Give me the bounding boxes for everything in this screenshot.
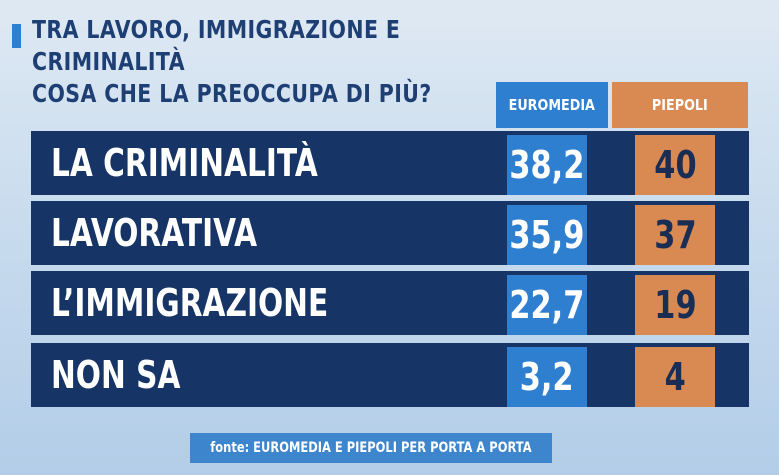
euromedia-value: 22,7 (509, 283, 585, 327)
piepoli-value: 37 (653, 213, 697, 257)
row-label: LA CRIMINALITÀ (51, 141, 318, 185)
column-header-euromedia: EUROMEDIA (496, 82, 608, 128)
table-row: LA CRIMINALITÀ 38,2 40 (31, 131, 749, 195)
source-caption: fonte: EUROMEDIA E PIEPOLI PER PORTA A P… (190, 433, 552, 463)
euromedia-value: 35,9 (509, 213, 585, 257)
euromedia-value-cell: 22,7 (507, 275, 587, 335)
title-accent-bar (12, 24, 21, 48)
piepoli-value-cell: 19 (635, 275, 715, 335)
column-header-piepoli-label: PIEPOLI (652, 96, 708, 114)
column-header-piepoli: PIEPOLI (612, 82, 748, 128)
title-line-2: COSA CHE LA PREOCCUPA DI PIÙ? (32, 79, 432, 108)
row-label: L’IMMIGRAZIONE (51, 281, 329, 325)
euromedia-value-cell: 3,2 (507, 347, 587, 407)
row-label: LAVORATIVA (51, 211, 258, 255)
title-line-1: TRA LAVORO, IMMIGRAZIONE E CRIMINALITÀ (32, 15, 401, 76)
euromedia-value: 38,2 (509, 143, 585, 187)
chart-title: TRA LAVORO, IMMIGRAZIONE E CRIMINALITÀ C… (32, 14, 557, 110)
table-row: LAVORATIVA 35,9 37 (31, 201, 749, 265)
piepoli-value: 40 (653, 143, 697, 187)
source-text: fonte: EUROMEDIA E PIEPOLI PER PORTA A P… (210, 440, 532, 456)
row-label: NON SA (51, 353, 181, 397)
table-row: NON SA 3,2 4 (31, 343, 749, 407)
piepoli-value-cell: 4 (635, 347, 715, 407)
euromedia-value-cell: 38,2 (507, 135, 587, 195)
piepoli-value: 19 (653, 283, 697, 327)
table-row: L’IMMIGRAZIONE 22,7 19 (31, 271, 749, 335)
euromedia-value-cell: 35,9 (507, 205, 587, 265)
piepoli-value-cell: 37 (635, 205, 715, 265)
piepoli-value: 4 (664, 355, 686, 399)
euromedia-value: 3,2 (520, 355, 574, 399)
column-header-euromedia-label: EUROMEDIA (508, 96, 596, 114)
piepoli-value-cell: 40 (635, 135, 715, 195)
